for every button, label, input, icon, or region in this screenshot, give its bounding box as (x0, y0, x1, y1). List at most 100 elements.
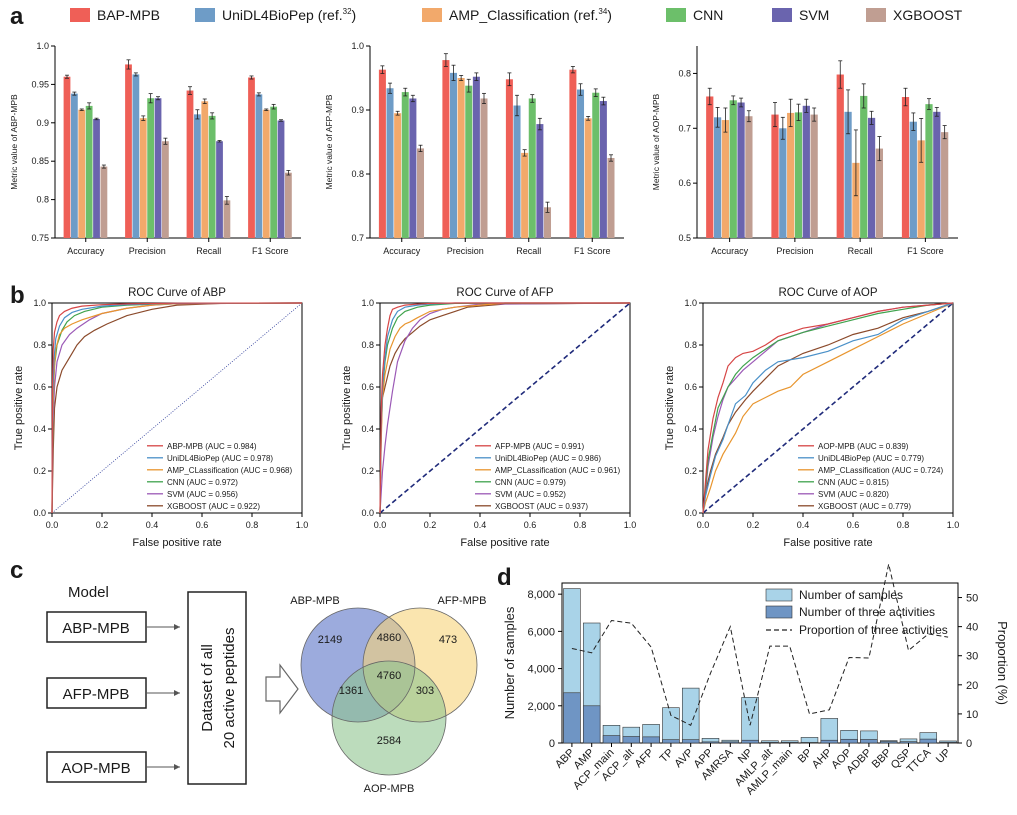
legend-label-SVM: SVM (AUC = 0.952) (495, 490, 566, 499)
panel-label-d: d (497, 564, 512, 591)
bar-three-AFP (642, 736, 660, 744)
bar-three-QSP (899, 741, 918, 744)
bar-three-NP (741, 739, 759, 744)
x-tick-label: 0.8 (897, 520, 910, 530)
x-tick-label: 0.4 (474, 520, 487, 530)
bar-AMP_Classification (262, 109, 270, 238)
diagonal-reference (379, 302, 631, 514)
bar-AMP_Classification (201, 101, 209, 239)
legend-label-UniDL4BioPep: UniDL4BioPep (AUC = 0.779) (818, 454, 924, 463)
bar-UniDL4BioPep (132, 74, 140, 238)
venn-circle-aop (332, 661, 446, 775)
x-tick-label: 0.0 (697, 520, 710, 530)
x-tick-label: 1.0 (296, 520, 309, 530)
venn-outline-aop (331, 660, 447, 776)
legend-label-AOP-MPB: AOP-MPB (AUC = 0.839) (818, 442, 909, 451)
venn-only-aop: 2584 (377, 735, 401, 747)
dataset-line-2: 20 active peptides (221, 628, 238, 749)
diagonal-reference (702, 302, 954, 514)
chart-title: ROC Curve of AFP (456, 287, 553, 299)
bar-BAP-MPB (836, 74, 844, 238)
y-tick-label: 0.7 (351, 233, 364, 243)
bar-three-AVP (681, 739, 700, 744)
legend-ref-sup: 34 (598, 7, 607, 16)
y-axis-label: True positive rate (341, 366, 353, 451)
bar-BAP-MPB (63, 76, 71, 238)
bar-three-ACP_main (602, 735, 621, 744)
x-axis-label: False positive rate (460, 537, 549, 549)
x-tick-label: AHP (810, 747, 834, 771)
x-tick-label: 0.6 (196, 520, 209, 530)
model-label-afp: AFP-MPB (63, 686, 130, 703)
y-tick-label: 0 (549, 738, 555, 750)
legend-label-BAP-MPB: BAP-MPB (97, 7, 160, 23)
bar-SVM (933, 111, 941, 238)
roc-curve-AMP_CLassification (379, 302, 630, 514)
bar-total-AHP (820, 718, 839, 744)
model-label-aop: AOP-MPB (61, 760, 130, 777)
y-axis-label: Number of samples (502, 606, 517, 719)
x-axis-label: False positive rate (783, 537, 872, 549)
bar-total-AVP (681, 687, 700, 744)
bar-AMP_Classification (917, 140, 925, 238)
legend-label-XGBOOST: XGBOOST (AUC = 0.779) (818, 502, 911, 511)
y-tick-label: 0.9 (351, 105, 364, 115)
y-tick-label: 0.95 (31, 79, 49, 89)
bar-BAP-MPB (901, 97, 910, 238)
proportion-line (571, 563, 949, 726)
venn-only-abp: 2149 (318, 634, 342, 646)
y-tick-label: 0.8 (678, 68, 691, 78)
bar-BAP-MPB (442, 60, 450, 238)
bar-AMP_Classification (394, 113, 402, 238)
y2-axis-label: Proportion (%) (995, 621, 1010, 705)
bar-SVM (93, 118, 100, 238)
big-arrow-icon (265, 663, 299, 715)
bar-XGBOOST (285, 172, 292, 238)
legend-label-SVM: SVM (AUC = 0.820) (818, 490, 889, 499)
bar-three-UP (939, 741, 957, 744)
legend-label-samples: Number of samples (799, 588, 903, 602)
legend-label-CNN: CNN (AUC = 0.815) (818, 478, 889, 487)
bar-BAP-MPB (186, 90, 194, 238)
y-axis-label: Metric value of AFP-MPB (324, 94, 334, 189)
x-tick-label: 0.8 (246, 520, 259, 530)
x-tick-label: AVP (672, 747, 695, 770)
roc-curve-AOP-MPB (702, 302, 954, 514)
x-tick-label: 0.2 (96, 520, 109, 530)
roc-curve-AMP_CLassification (702, 302, 954, 514)
y-tick-label: 0.4 (684, 424, 697, 434)
bar-CNN (401, 92, 409, 238)
y-tick-label: 0.8 (33, 340, 46, 350)
x-tick-label: 0.6 (524, 520, 537, 530)
y-tick-label: 0.8 (36, 195, 49, 205)
legend-label-UniDL4BioPep: UniDL4BioPep (ref.32) (222, 7, 356, 23)
bar-UniDL4BioPep (70, 93, 78, 238)
model-box-aop (46, 751, 147, 783)
bar-SVM (867, 117, 876, 238)
bar-BAP-MPB (378, 69, 386, 239)
bar-three-AMRSA (721, 741, 740, 744)
legend-label-CNN: CNN (AUC = 0.972) (167, 478, 238, 487)
y-tick-label: 0.6 (33, 382, 46, 392)
dataset-line-1: Dataset of all (199, 644, 216, 732)
bar-BAP-MPB (569, 69, 577, 239)
x-tick-label: F1 Score (907, 246, 944, 256)
diagonal-reference (51, 302, 303, 514)
legend-label-ABP-MPB: ABP-MPB (AUC = 0.984) (167, 442, 257, 451)
legend-label-SVM: SVM (AUC = 0.956) (167, 490, 238, 499)
bar-XGBOOST (480, 98, 488, 238)
bar-SVM (737, 102, 745, 238)
y-tick-label: 0.5 (678, 233, 691, 243)
model-header: Model (68, 584, 109, 601)
legend-label-CNN: CNN (AUC = 0.979) (495, 478, 566, 487)
x-tick-label: Accuracy (67, 246, 105, 256)
roc-curve-XGBOOST (51, 302, 303, 514)
y-tick-label: 0.8 (351, 169, 364, 179)
bar-UniDL4BioPep (844, 111, 852, 238)
legend-swatch-SVM (772, 8, 792, 22)
bar-BAP-MPB (125, 64, 132, 238)
y-tick-label: 0.6 (361, 382, 374, 392)
panel-label-a: a (10, 3, 24, 30)
x-tick-label: ABP (553, 747, 577, 771)
venn-center: 4760 (377, 670, 401, 682)
